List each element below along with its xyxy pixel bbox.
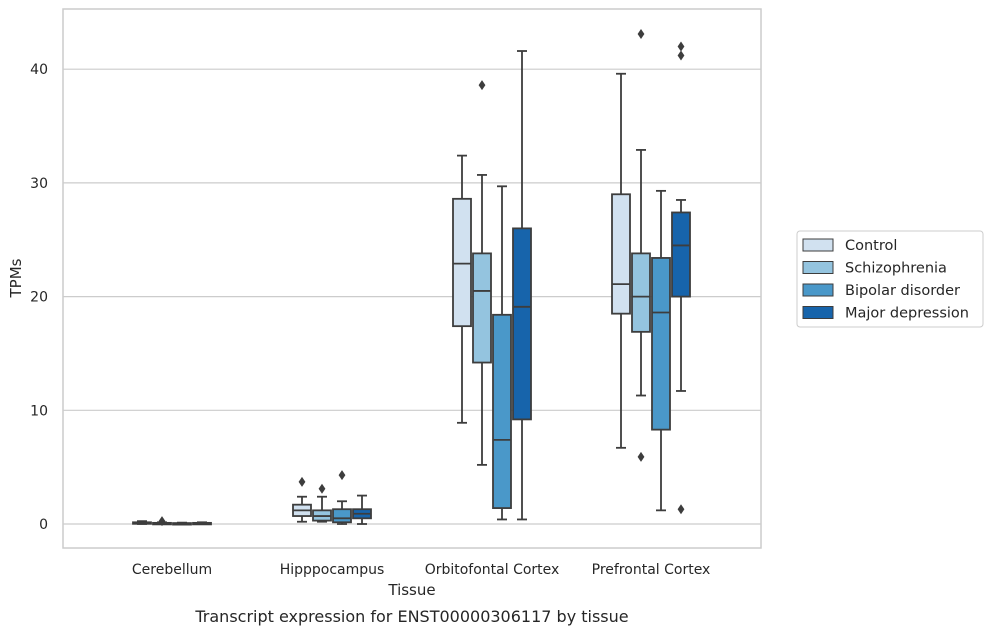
y-tick-label: 0 (39, 517, 48, 533)
box-body (631, 252, 651, 333)
box-2-0 (452, 154, 472, 424)
x-axis-label: Tissue (387, 581, 435, 599)
outlier-marker (677, 504, 685, 515)
box-1-0 (292, 476, 312, 523)
box-3-2 (651, 189, 671, 512)
box-body (332, 508, 352, 524)
legend-swatch (802, 238, 834, 252)
legend-swatch (802, 261, 834, 274)
outlier-marker (298, 476, 306, 487)
box-body (492, 313, 512, 509)
box-body (651, 257, 671, 431)
outlier-marker (338, 470, 346, 481)
box-body (611, 193, 631, 315)
outlier-marker (318, 483, 326, 494)
box-3-1 (631, 28, 651, 462)
box-1-2 (332, 470, 352, 525)
x-tick-label: Hipppocampus (280, 562, 385, 578)
outlier-marker (478, 80, 486, 91)
y-axis-label: TPMs (7, 258, 25, 298)
legend-swatch (802, 306, 834, 319)
box-body (472, 252, 492, 364)
legend-label: Control (845, 238, 897, 254)
box-body (512, 227, 532, 421)
box-0-0 (132, 520, 152, 525)
outlier-marker (677, 50, 685, 61)
x-tick-label: Orbitofontal Cortex (425, 562, 560, 578)
y-tick-labels: 0 10 20 30 40 (30, 62, 48, 533)
box-2-2 (492, 185, 512, 521)
legend-label: Major depression (845, 306, 969, 322)
outlier-marker (677, 41, 685, 52)
y-tick-label: 10 (30, 403, 48, 419)
box-2-1 (472, 80, 492, 466)
x-tick-label: Cerebellum (132, 562, 212, 578)
box-1-3 (352, 494, 372, 525)
box-groups (132, 28, 691, 527)
box-0-2 (172, 521, 192, 526)
plot-frame (62, 8, 762, 549)
box-body (671, 211, 691, 298)
legend-label: Schizophrenia (845, 261, 947, 277)
x-tick-labels: Cerebellum Hipppocampus Orbitofontal Corte… (132, 562, 710, 578)
box-3-3 (671, 41, 691, 515)
box-0-1 (152, 516, 172, 527)
outlier-marker (158, 516, 166, 527)
legend-frame (796, 230, 984, 328)
legend-label: Bipolar disorder (845, 283, 960, 299)
y-tick-label: 30 (30, 176, 48, 192)
y-tick-label: 20 (30, 290, 48, 306)
box-body (452, 197, 472, 328)
chart-caption: Transcript expression for ENST0000030611… (194, 607, 628, 626)
legend: Control Schizophrenia Bipolar disorder Majo… (796, 230, 984, 328)
box-3-0 (611, 72, 631, 449)
box-2-3 (512, 50, 532, 521)
box-1-1 (312, 483, 332, 523)
legend-swatch (802, 283, 834, 297)
y-tick-label: 40 (30, 62, 48, 78)
outlier-marker (637, 28, 645, 39)
outlier-marker (637, 451, 645, 462)
x-tick-label: Prefrontal Cortex (592, 562, 711, 578)
grid-lines (63, 68, 761, 525)
box-0-3 (192, 521, 212, 526)
